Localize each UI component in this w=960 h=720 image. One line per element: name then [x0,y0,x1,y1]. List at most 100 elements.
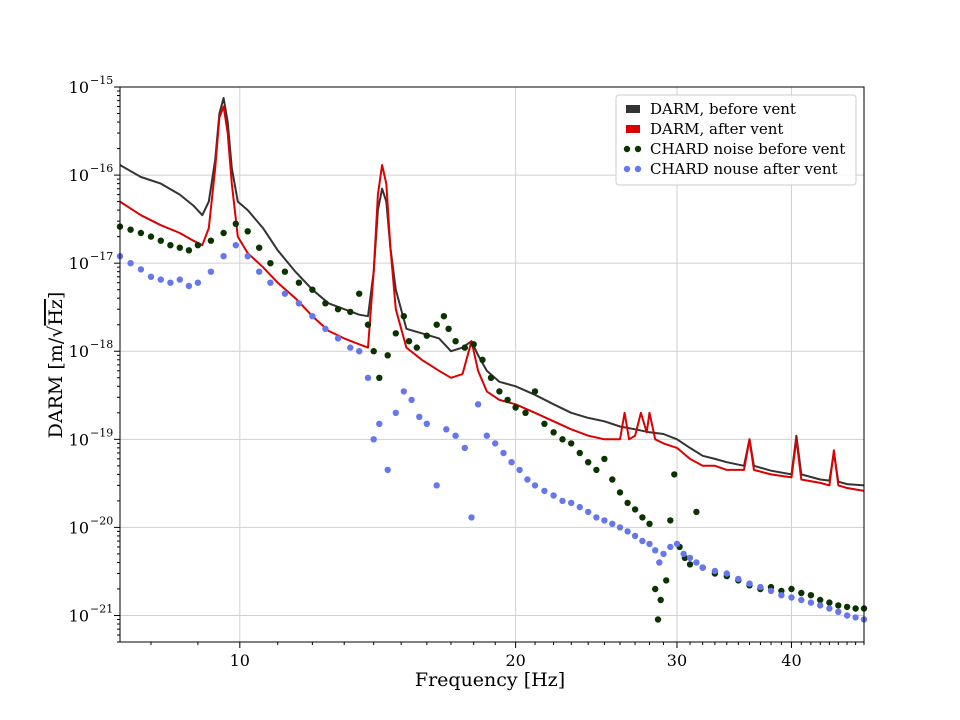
y-tick-label: 10 [69,430,89,449]
data-point [232,220,239,227]
data-point [631,506,639,513]
data-point [508,459,515,466]
data-point [652,585,659,593]
data-point [624,528,631,535]
y-axis-label-main: DARM [m/ [45,337,67,438]
data-point [295,279,303,286]
data-point [522,409,529,416]
data-point [686,561,694,568]
data-point [356,348,363,355]
data-point [616,524,624,531]
data-point [479,356,486,363]
legend: DARM, before vent DARM, after vent CHARD n… [615,94,857,186]
data-point [176,244,183,251]
data-point [817,596,824,604]
series-line [119,105,865,492]
data-point [624,499,631,507]
data-point [652,547,659,554]
data-point [550,429,557,436]
data-point [576,503,583,511]
data-point [686,554,694,562]
data-point [601,455,608,463]
data-point [657,596,664,604]
data-point [601,517,608,524]
data-point [137,266,145,273]
data-point [207,268,215,275]
data-point [147,273,155,280]
data-point [817,602,824,609]
data-point [757,583,764,591]
data-point [656,559,663,566]
x-axis-label: Frequency [Hz] [415,669,565,691]
data-point [443,426,450,433]
data-point [127,226,134,233]
data-point [267,260,274,267]
data-point [843,603,851,611]
data-point [461,344,468,351]
series-3 [116,220,868,623]
data-point [445,325,452,332]
data-point [500,449,507,457]
data-point [593,466,600,474]
data-point [334,306,342,313]
data-point [559,497,566,505]
data-point [232,242,239,249]
data-point [671,471,678,478]
data-point [516,466,523,474]
data-point [244,228,251,235]
series-4 [116,242,868,623]
x-tick-label: 30 [667,651,687,670]
data-point [568,499,575,507]
y-tick-label-exponent: −16 [90,162,113,175]
data-point [423,332,430,339]
data-point [524,476,531,483]
data-point [137,229,145,237]
data-point [639,537,646,545]
legend-box [615,94,857,186]
y-axis-label-sqrt-sign: √ [45,325,67,338]
data-point [550,492,557,499]
legend-label: CHARD noise before vent [650,140,845,158]
y-tick-label: 10 [69,518,89,537]
data-point [654,616,662,623]
data-point [616,489,624,496]
data-point [667,517,674,524]
data-point [576,449,583,457]
data-point [281,290,289,297]
data-point [267,279,274,286]
x-tick-label: 20 [505,651,525,670]
data-point [416,413,423,420]
data-point [807,599,815,606]
data-point [504,396,511,404]
data-point [376,374,383,381]
data-point [127,260,134,267]
series-2 [119,105,865,492]
legend-marker [634,145,642,153]
data-point [413,344,420,351]
data-point [400,313,407,320]
y-axis-label-text: DARM [m/√Hz] [45,292,67,439]
data-point [433,482,440,489]
x-tick-label: 10 [230,651,250,670]
data-point [309,286,316,293]
data-point [735,575,742,583]
legend-item: DARM, after vent [626,120,783,138]
y-tick-label: 10 [69,166,89,185]
data-point [384,352,391,359]
legend-marker [623,145,631,153]
data-point [452,432,459,439]
data-point [440,313,448,320]
x-tick-label: 40 [781,651,801,670]
legend-swatch [626,105,640,113]
data-point [660,550,667,558]
data-point [852,605,859,612]
data-point [256,244,263,251]
data-point [207,237,215,244]
data-point [405,338,413,345]
data-point [788,585,795,593]
data-point [711,567,719,575]
data-point [452,338,459,345]
data-point [487,374,495,381]
data-point [843,612,851,619]
data-point [512,404,519,411]
